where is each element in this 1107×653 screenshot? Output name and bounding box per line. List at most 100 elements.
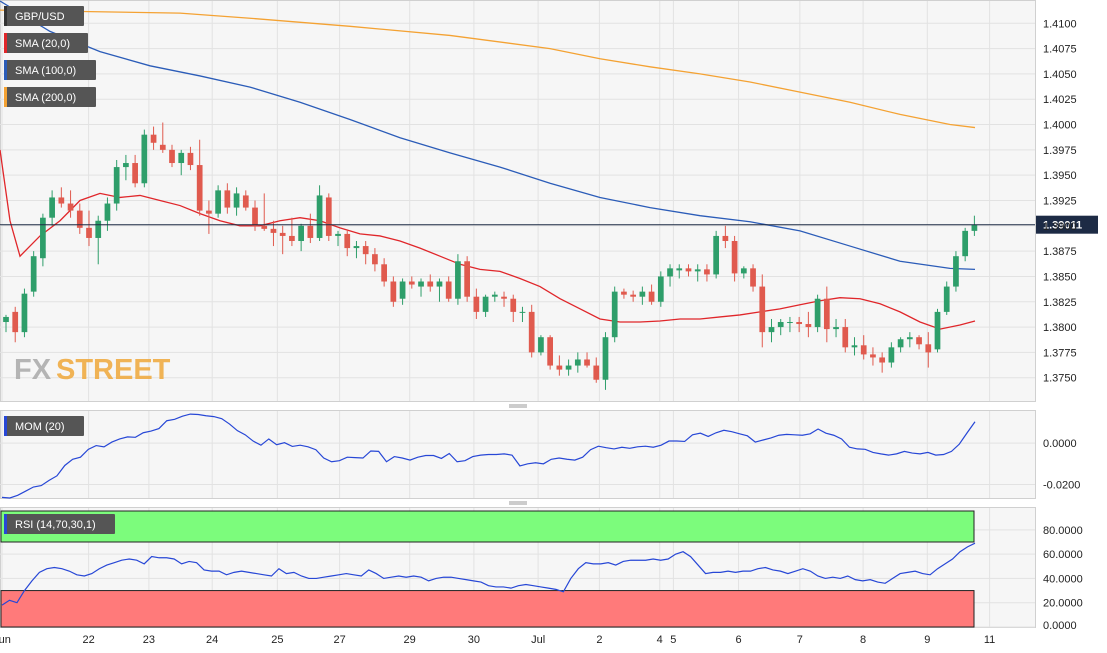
candle-body [823, 298, 830, 330]
momentum-pane[interactable] [0, 410, 1036, 499]
candle [740, 266, 747, 279]
candle-body [362, 246, 369, 255]
price-y-tick: 1.3750 [1043, 373, 1077, 385]
legend-mom[interactable]: MOM (20) [4, 416, 84, 436]
pane-splitter-1[interactable] [509, 404, 527, 408]
candle-body [30, 256, 37, 292]
candle-body [307, 225, 314, 238]
legend-sma200[interactable]: SMA (200,0) [4, 87, 96, 107]
candle-body [621, 291, 627, 295]
x-tick-label: 25 [271, 634, 283, 646]
candle-body [860, 345, 867, 355]
candle-body [196, 165, 203, 211]
candle-body [971, 224, 978, 231]
candle [694, 264, 701, 282]
candle-body [187, 152, 194, 166]
candle [777, 318, 784, 336]
candle [556, 355, 563, 376]
candle [501, 291, 507, 307]
price-y-tick: 1.4050 [1043, 69, 1077, 81]
candle-body [113, 167, 120, 204]
legend-rsi[interactable]: RSI (14,70,30,1) [4, 514, 115, 534]
price-pane[interactable] [0, 0, 1036, 402]
candle-body [814, 298, 821, 328]
x-tick-label: 27 [334, 634, 346, 646]
candle [169, 144, 175, 168]
candle-body [132, 163, 138, 184]
candle [427, 274, 434, 292]
candle-body [953, 256, 959, 287]
x-tick-label: 2 [596, 634, 602, 646]
candle-body [842, 327, 849, 348]
candle-body [630, 294, 637, 297]
candle-body [538, 337, 544, 353]
rsi-y-tick: 20.0000 [1043, 598, 1083, 610]
candle [906, 332, 913, 348]
candle [132, 154, 138, 188]
candle [76, 203, 83, 234]
sma100-label: SMA (100,0) [15, 65, 76, 77]
legend-sma20[interactable]: SMA (20,0) [4, 33, 88, 53]
candle-body [897, 339, 904, 348]
candle-body [565, 365, 572, 370]
candle-body [445, 281, 452, 299]
price-y-tick: 1.3825 [1043, 297, 1077, 309]
candle [21, 288, 28, 338]
candle [252, 200, 258, 231]
x-tick-label: 4 [657, 634, 663, 646]
last-price-line: 1.39011 [0, 215, 1098, 234]
candle [381, 258, 387, 287]
candle-body [879, 357, 886, 363]
candle-body [252, 207, 258, 226]
legend-sma100[interactable]: SMA (100,0) [4, 60, 96, 80]
candle-body [934, 311, 941, 350]
candle [510, 294, 517, 323]
candle-body [777, 322, 784, 328]
candle [123, 154, 129, 181]
candle [390, 276, 397, 307]
candle [842, 318, 849, 353]
candle [150, 126, 157, 150]
sma100-line [0, 0, 976, 271]
candle-body [519, 311, 526, 313]
candle-body [833, 327, 839, 330]
candle [731, 235, 738, 282]
candle [630, 290, 637, 302]
candle [953, 251, 959, 292]
pane-splitter-2[interactable] [509, 501, 527, 505]
candle [353, 241, 360, 259]
symbol-label: GBP/USD [15, 11, 65, 23]
candle-body [870, 354, 876, 358]
watermark-fx: FX [14, 354, 52, 386]
candle-body [436, 281, 443, 287]
candle [593, 357, 600, 383]
rsi-y-tick: 40.0000 [1043, 573, 1083, 585]
candle-body [805, 324, 812, 328]
candle [418, 278, 424, 297]
candle [621, 288, 627, 299]
candle-body [750, 268, 756, 287]
candle [196, 139, 203, 216]
candle [814, 294, 821, 333]
candle-body [49, 197, 55, 218]
candle [925, 332, 932, 368]
candle-body [667, 268, 673, 277]
sma200-line [0, 9, 976, 129]
candle [565, 359, 572, 376]
candle [298, 223, 304, 252]
candle-body [390, 281, 397, 302]
price-y-tick: 1.3975 [1043, 145, 1077, 157]
legend-symbol[interactable]: GBP/USD [4, 6, 84, 26]
candle-body [482, 296, 489, 312]
candle-body [464, 261, 470, 297]
candle [58, 187, 65, 208]
candle [584, 352, 590, 368]
candle-body [399, 281, 406, 299]
candle-body [270, 228, 277, 233]
candle-body [916, 337, 922, 345]
y-axis-labels: 1.4100 1.4075 1.4050 1.4025 1.4000 1.3975 1.39… [1043, 18, 1083, 632]
candle [685, 264, 692, 277]
rsi-line [1, 542, 976, 606]
candle [104, 197, 111, 231]
